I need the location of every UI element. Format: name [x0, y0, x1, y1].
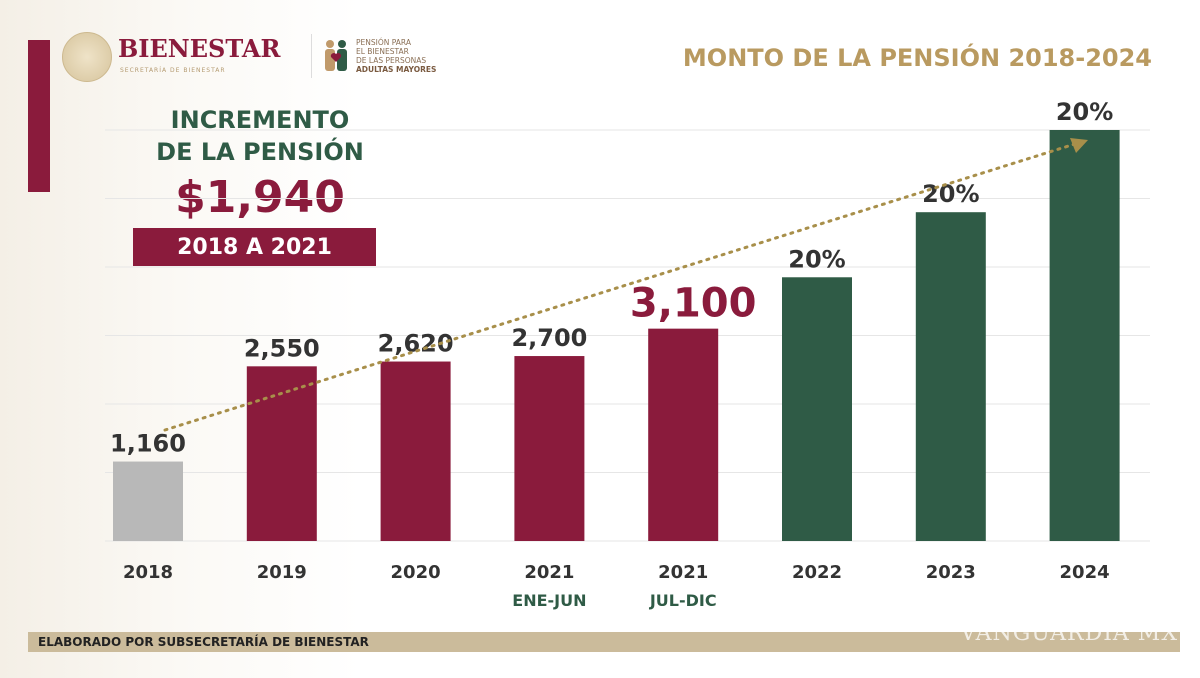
increment-line1: INCREMENTO	[170, 106, 350, 134]
x-sub-label: ENE-JUN	[512, 591, 586, 610]
program-line: EL BIENESTAR	[356, 47, 409, 56]
trend-arrow-line	[163, 141, 1080, 432]
data-label: 3,100	[630, 281, 757, 327]
logo-divider	[311, 34, 312, 78]
bar	[113, 461, 183, 541]
x-tick-label: 2021	[658, 562, 708, 583]
pension-program-logo	[325, 40, 347, 71]
data-label: 20%	[1056, 98, 1113, 126]
footer-text: ELABORADO POR SUBSECRETARÍA DE BIENESTAR	[38, 635, 369, 649]
x-tick-label: 2018	[123, 562, 173, 583]
bar	[648, 328, 719, 541]
brand-subtitle: SECRETARÍA DE BIENESTAR	[120, 67, 226, 74]
bar	[1049, 130, 1120, 541]
bar	[380, 361, 451, 541]
chart-title: MONTO DE LA PENSIÓN 2018-2024	[682, 44, 1152, 72]
x-tick-label: 2021	[524, 562, 574, 583]
program-name: PENSIÓN PARA EL BIENESTAR DE LAS PERSONA…	[356, 38, 436, 74]
footer-band: ELABORADO POR SUBSECRETARÍA DE BIENESTAR	[28, 632, 1180, 652]
watermark: VANGUARDIA MX	[960, 621, 1178, 646]
x-sub-label: JUL-DIC	[649, 591, 717, 610]
increment-range: 2018 A 2021	[133, 228, 376, 266]
increment-line2: DE LA PENSIÓN	[156, 138, 364, 166]
accent-strip	[28, 40, 50, 192]
x-tick-label: 2020	[391, 562, 441, 583]
program-line: PENSIÓN PARA	[356, 38, 411, 47]
trend-arrow-head	[1070, 138, 1088, 153]
x-tick-label: 2023	[926, 562, 976, 583]
increment-amount: $1,940	[175, 172, 345, 223]
bar	[514, 356, 585, 541]
data-label: 20%	[922, 180, 979, 208]
x-tick-label: 2019	[257, 562, 307, 583]
data-label: 2,700	[511, 324, 587, 352]
x-tick-label: 2022	[792, 562, 842, 583]
x-tick-label: 2024	[1060, 562, 1110, 583]
data-label: 1,160	[110, 430, 186, 458]
brand-name: BIENESTAR	[118, 34, 281, 63]
data-label: 20%	[788, 245, 845, 273]
national-seal-logo	[62, 32, 112, 82]
program-line: DE LAS PERSONAS	[356, 56, 427, 65]
data-label: 2,550	[244, 334, 320, 362]
increment-heading: INCREMENTO DE LA PENSIÓN	[130, 104, 390, 168]
bar	[915, 212, 986, 541]
bar	[782, 277, 852, 541]
bar	[246, 366, 317, 541]
program-line: ADULTAS MAYORES	[356, 65, 437, 74]
